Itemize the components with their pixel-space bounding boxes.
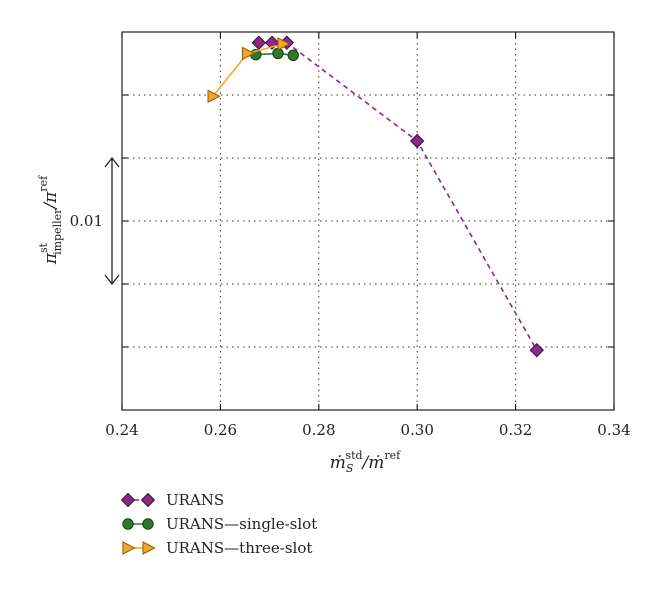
legend-label: URANS	[166, 491, 224, 509]
series-1	[250, 47, 299, 62]
x-tick-label: 0.30	[400, 421, 433, 439]
data-point-circle	[287, 49, 299, 62]
x-label-sub: S	[346, 462, 354, 475]
x-label-main: ṁ	[330, 453, 346, 473]
legend-label: URANS—three-slot	[166, 539, 312, 557]
y-label-main: π	[41, 252, 61, 265]
data-point-circle	[122, 518, 134, 530]
legend-item: URANS—single-slot	[122, 515, 317, 533]
data-point-triangle	[241, 46, 256, 61]
data-point-diamond	[140, 492, 156, 508]
legend-item: URANS—three-slot	[122, 539, 312, 557]
data-point-triangle	[207, 89, 221, 104]
scale-bar-arrow-bottom	[104, 274, 120, 286]
x-tick-label: 0.28	[302, 421, 335, 439]
grid-lines	[122, 32, 614, 410]
plot-frame	[121, 31, 615, 411]
data-point-diamond	[409, 133, 425, 149]
x-label-mid: /ṁ	[361, 453, 385, 473]
y-label-sub: impeller	[51, 208, 64, 255]
y-axis-label: πstimpeller/πref	[37, 175, 64, 265]
y-label-sup2: ref	[37, 175, 50, 192]
x-label-sup: std	[345, 449, 362, 462]
scale-bar-label: 0.01	[70, 212, 103, 230]
data-point-diamond	[529, 342, 544, 358]
data-point-triangle	[142, 541, 156, 555]
series-2	[207, 37, 291, 104]
x-tick-label: 0.32	[499, 421, 532, 439]
series-line	[258, 41, 538, 351]
x-label-sup2: ref	[384, 449, 401, 462]
data-point-diamond	[251, 35, 266, 50]
scale-bar: 0.01	[70, 156, 120, 286]
series-0	[251, 35, 544, 358]
x-ticks: 0.24 0.26 0.28 0.30 0.32 0.34	[105, 32, 631, 439]
scale-bar-arrow-top	[104, 156, 120, 168]
data-point-triangle	[277, 37, 291, 51]
x-tick-label: 0.34	[597, 421, 630, 439]
data-point-diamond	[120, 492, 136, 508]
y-label-mid: /π	[41, 191, 61, 211]
legend: URANS URANS—single-slot URANS—three-slot	[120, 491, 317, 557]
x-tick-label: 0.24	[105, 421, 138, 439]
legend-item: URANS	[120, 491, 224, 509]
legend-label: URANS—single-slot	[166, 515, 317, 533]
y-label-sup: st	[37, 242, 50, 253]
data-point-circle	[142, 518, 154, 530]
series-layer	[207, 35, 544, 358]
x-tick-label: 0.26	[204, 421, 237, 439]
data-point-triangle	[122, 541, 136, 555]
x-axis-label: ṁSstd/ṁref	[330, 449, 401, 475]
